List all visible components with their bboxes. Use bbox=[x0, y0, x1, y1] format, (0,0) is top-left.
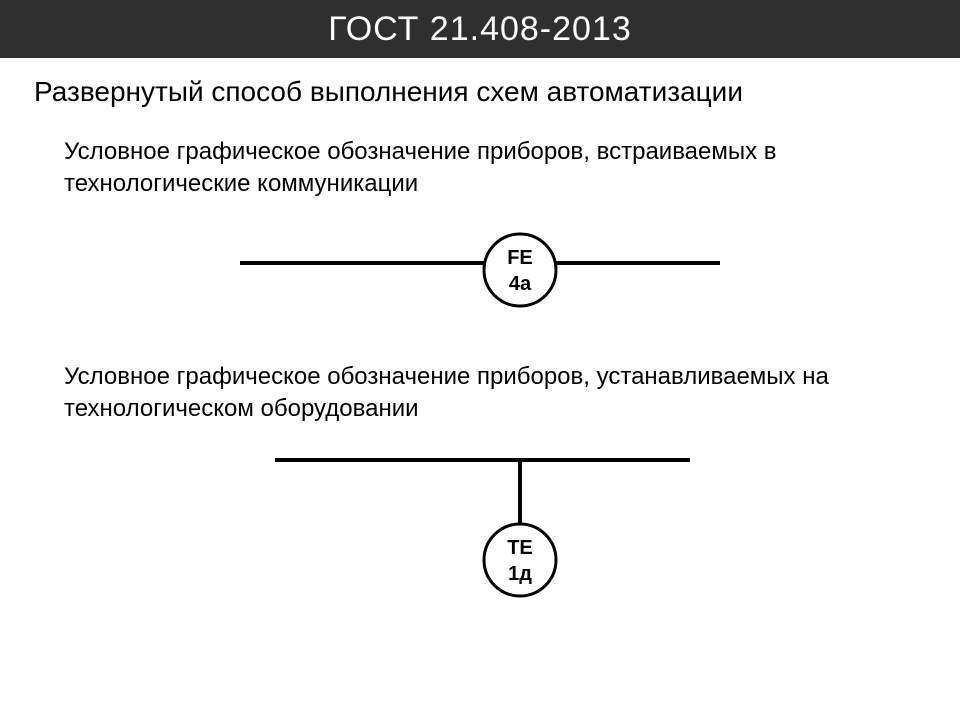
diagram1-svg: FE 4a bbox=[220, 215, 740, 325]
instrument-label-top: TE bbox=[507, 537, 533, 559]
content-area: Развернутый способ выполнения схем автом… bbox=[0, 58, 960, 610]
section2-text: Условное графическое обозначение приборо… bbox=[64, 361, 924, 426]
diagram2-wrap: TE 1д bbox=[34, 440, 926, 610]
header-bar: ГОСТ 21.408-2013 bbox=[0, 0, 960, 58]
subtitle: Развернутый способ выполнения схем автом… bbox=[34, 76, 926, 108]
diagram2-svg: TE 1д bbox=[220, 440, 740, 610]
diagram1-wrap: FE 4a bbox=[34, 215, 926, 325]
instrument-label-top: FE bbox=[507, 247, 533, 269]
page-title: ГОСТ 21.408-2013 bbox=[328, 10, 632, 49]
instrument-bubble bbox=[484, 524, 556, 596]
instrument-bubble bbox=[484, 234, 556, 306]
section1-text: Условное графическое обозначение приборо… bbox=[64, 136, 924, 201]
instrument-label-bottom: 1д bbox=[508, 563, 532, 585]
instrument-label-bottom: 4a bbox=[509, 273, 532, 295]
